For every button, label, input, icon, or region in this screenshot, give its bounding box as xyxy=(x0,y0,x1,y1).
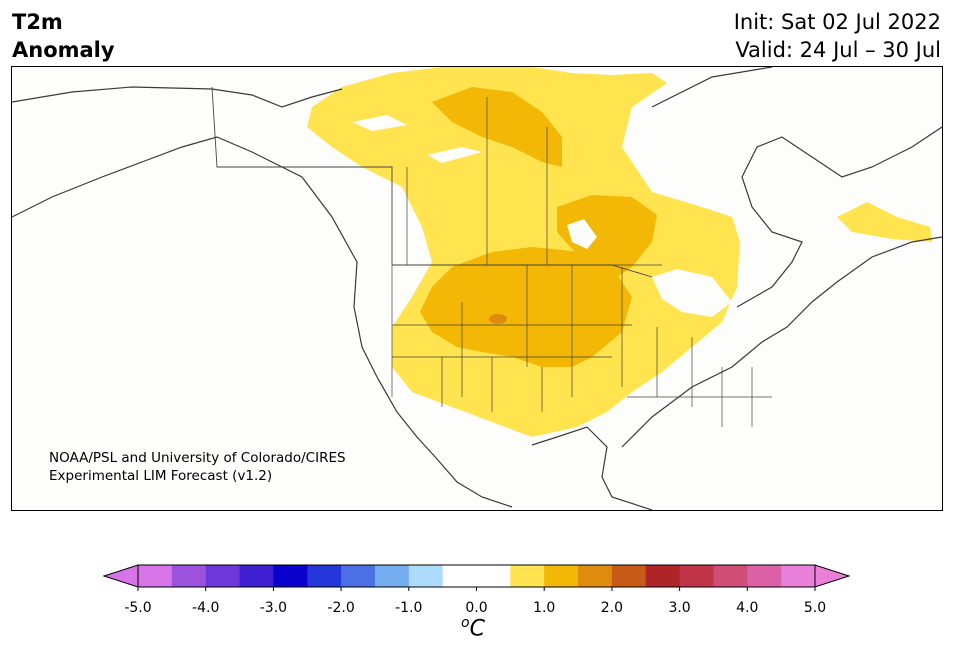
colorbar-tick-label: 1.0 xyxy=(533,600,555,616)
colorbar-cell xyxy=(679,565,714,587)
colorbar-ticks: -5.0 -4.0 -3.0 -2.0 -1.0 0.0 1.0 2.0 3.0 4.0 5.0 xyxy=(124,587,826,616)
colorbar-tick-label: 5.0 xyxy=(804,600,826,616)
anomaly-region-0-5-east xyxy=(837,202,932,242)
colorbar-unit: oC xyxy=(461,615,485,641)
neutral-patch xyxy=(427,147,482,163)
coastline xyxy=(12,67,942,510)
colorbar-cell xyxy=(645,565,681,587)
colorbar-cell xyxy=(442,565,477,587)
anomaly-region-1-0 xyxy=(432,87,562,167)
map-title: T2m Anomaly xyxy=(12,8,115,64)
colorbar-cell xyxy=(307,565,342,587)
colorbar-cell xyxy=(781,565,816,587)
colorbar-tick-label: 0.0 xyxy=(465,600,487,616)
colorbar-cells xyxy=(138,565,816,587)
colorbar-cell xyxy=(341,565,376,587)
credit-line-2: Experimental LIM Forecast (v1.2) xyxy=(49,468,273,484)
colorbar-cell xyxy=(611,565,647,587)
title-type: Anomaly xyxy=(12,38,115,62)
colorbar-cell xyxy=(747,565,782,587)
anomaly-region-1-0 xyxy=(420,247,632,367)
colorbar-tick-label: -3.0 xyxy=(260,600,287,616)
anomaly-region-2-0 xyxy=(489,314,507,324)
forecast-dates: Init: Sat 02 Jul 2022 Valid: 24 Jul – 30… xyxy=(734,8,941,64)
colorbar-cell xyxy=(138,565,173,587)
lake xyxy=(567,219,597,249)
credit-text: NOAA/PSL and University of Colorado/CIRE… xyxy=(49,449,346,485)
colorbar-cell xyxy=(374,565,410,587)
great-lakes xyxy=(652,269,732,317)
credit-line-1: NOAA/PSL and University of Colorado/CIRE… xyxy=(49,450,346,466)
colorbar-tick-label: 2.0 xyxy=(601,600,623,616)
colorbar-cell xyxy=(476,565,511,587)
colorbar-tick-label: -5.0 xyxy=(124,600,151,616)
unit-degree: o xyxy=(461,615,470,631)
title-variable: T2m xyxy=(12,10,63,34)
colorbar-cell xyxy=(408,565,444,587)
colorbar-tick-label: 4.0 xyxy=(736,600,758,616)
colorbar-tick-label: -2.0 xyxy=(327,600,354,616)
valid-range: Valid: 24 Jul – 30 Jul xyxy=(735,38,941,62)
neutral-patch xyxy=(352,115,407,131)
colorbar-cell xyxy=(510,565,545,587)
colorbar-tick-label: 3.0 xyxy=(668,600,690,616)
colorbar-tick-label: -1.0 xyxy=(395,600,422,616)
colorbar-cell xyxy=(239,565,274,587)
canada-us-border xyxy=(211,86,653,278)
colorbar-cell xyxy=(713,565,748,587)
map-svg xyxy=(12,67,942,510)
colorbar-cell xyxy=(273,565,308,587)
colorbar-cell xyxy=(205,565,241,587)
map-panel: NOAA/PSL and University of Colorado/CIRE… xyxy=(11,66,943,511)
colorbar-extend-high xyxy=(814,564,851,588)
colorbar-cell xyxy=(544,565,579,587)
init-date: Init: Sat 02 Jul 2022 xyxy=(733,10,941,34)
unit-letter: C xyxy=(469,616,485,642)
colorbar-extend-low xyxy=(102,564,139,588)
colorbar-cell xyxy=(171,565,207,587)
colorbar-cell xyxy=(578,565,613,587)
colorbar-tick-label: -4.0 xyxy=(192,600,219,616)
